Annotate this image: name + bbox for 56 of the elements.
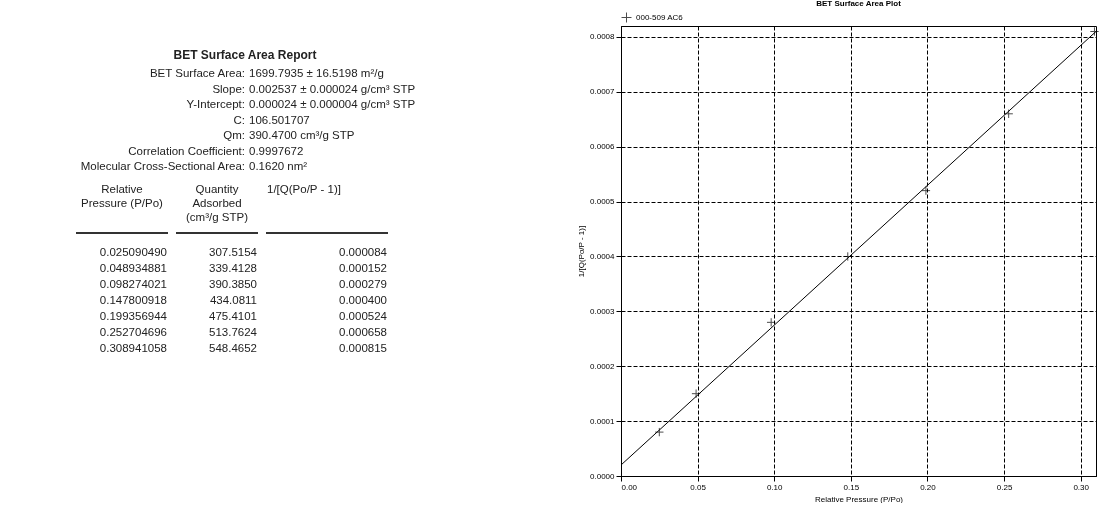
y-tick-label: 0.0000 — [590, 471, 616, 481]
x-tick-label: 0.25 — [996, 482, 1013, 492]
text: Correlation Coefficient: 0.9997672 — [127, 143, 304, 159]
text: 0.199356944 — [99, 309, 167, 322]
category-label: 1/[Q(Po/P - 1)] — [266, 180, 388, 234]
text: 548.4652 — [209, 341, 257, 354]
text: 0.048934881 — [99, 261, 167, 274]
text: 0.098274021 — [99, 277, 167, 290]
text: 0.000279 — [339, 277, 387, 290]
point — [654, 427, 664, 437]
text: 0.147800918 — [99, 293, 167, 306]
text: C: 106.501707 — [232, 112, 310, 128]
text: 0.000084 — [339, 245, 387, 258]
text: 0.308941058 — [99, 341, 167, 354]
text: 307.5154 — [209, 245, 257, 258]
y-tick-label: 0.0008 — [590, 32, 616, 42]
text: 0.000400 — [339, 293, 387, 306]
text: Slope: 0.002537 ± 0.000024 g/cm³ STP — [211, 81, 416, 97]
y-axis-title: 1/[Q(Po/P - 1)] — [577, 225, 587, 278]
x-tick-label: 0.00 — [621, 482, 638, 492]
y-tick-label: 0.0005 — [590, 197, 616, 207]
text: 0.000524 — [339, 309, 387, 322]
text: 0.000658 — [339, 325, 387, 338]
y-tick-label: 0.0003 — [590, 306, 616, 316]
y-tick-label: 0.0002 — [590, 361, 616, 371]
text: 0.000815 — [339, 341, 387, 354]
point — [766, 317, 776, 328]
y-tick-label: 0.0001 — [590, 416, 616, 426]
x-tick-label: 0.10 — [766, 482, 784, 492]
text: BET Surface Area Report — [172, 48, 318, 62]
text: 0.252704696 — [99, 325, 167, 338]
legend-label: 000-509 AC6 — [636, 12, 684, 22]
text: Molecular Cross-Sectional Area: 0.1620 nm² — [79, 159, 308, 174]
x-tick-label: 0.30 — [1073, 482, 1090, 492]
text: 513.7624 — [209, 325, 257, 338]
text: 475.4101 — [209, 309, 257, 322]
text: 390.3850 — [209, 277, 257, 290]
y-tick-label: 0.0006 — [590, 142, 616, 152]
category-label: Relative Pressure (P/Po) — [76, 180, 168, 234]
text: BET Surface Area: 1699.7935 ± 16.5198 m²/g — [148, 66, 384, 81]
point — [691, 389, 701, 399]
x-axis-title: Relative Pressure (P/Po) — [814, 494, 904, 504]
x-tick-label: 0.20 — [920, 482, 937, 492]
chart-title: BET Surface Area Plot — [816, 0, 902, 8]
text: 0.000152 — [339, 261, 387, 274]
x-tick-label: 0.05 — [690, 482, 707, 492]
text: Qm: 390.4700 cm³/g STP — [222, 128, 355, 143]
text: 434.0811 — [209, 293, 257, 306]
point — [921, 185, 931, 196]
y-tick-label: 0.0004 — [590, 251, 616, 261]
text: 0.025090490 — [99, 245, 167, 258]
y-tick-label: 0.0007 — [590, 87, 616, 97]
category-label: Quantity Adsorbed (cm³/g STP) — [176, 180, 258, 234]
text: 339.4128 — [209, 261, 257, 274]
text: Y-Intercept: 0.000024 ± 0.000004 g/cm³ STP — [185, 97, 416, 112]
x-tick-label: 0.15 — [843, 482, 860, 492]
